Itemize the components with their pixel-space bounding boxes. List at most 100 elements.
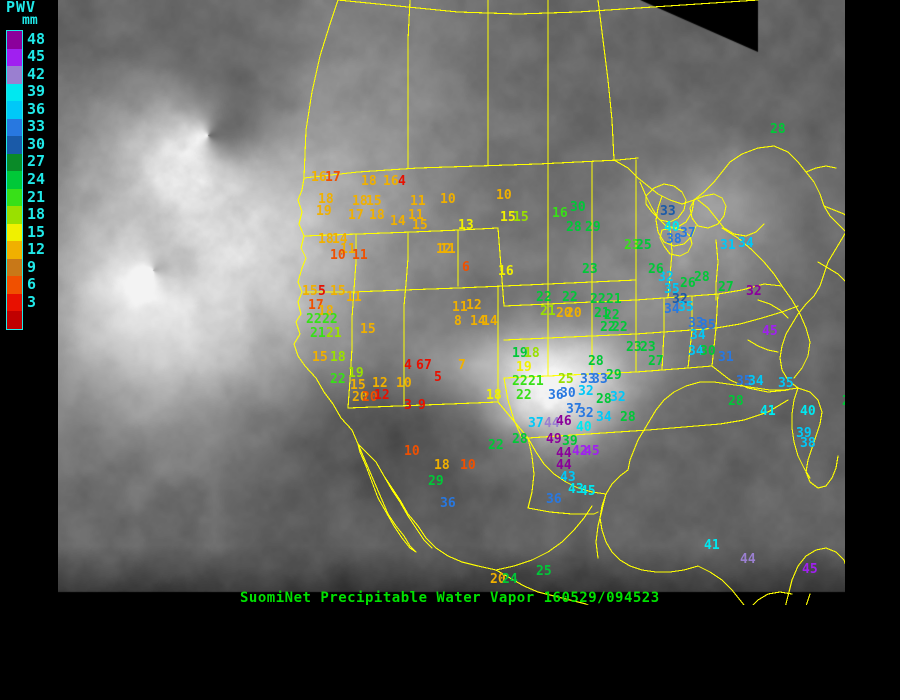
boundary-line [781, 285, 811, 379]
colorbar-tick-label: 39 [27, 82, 46, 101]
boundary-line [667, 227, 673, 299]
station-pwv-value: 29 [428, 474, 444, 489]
station-pwv-value: 11 [352, 248, 368, 263]
boundary-line [655, 195, 697, 247]
station-pwv-value: 21 [606, 292, 622, 307]
station-pwv-value: 28 [596, 392, 612, 407]
colorbar-segment [7, 223, 22, 242]
station-pwv-value: 32 [658, 270, 674, 285]
boundary-line [785, 547, 845, 605]
station-pwv-value: 39 [796, 426, 812, 441]
colorbar-segment [7, 83, 22, 102]
station-pwv-value: 35 [778, 376, 794, 391]
station-pwv-value: 8 [454, 314, 462, 329]
station-pwv-value: 40 [664, 220, 680, 235]
station-pwv-value: 36 [548, 388, 564, 403]
boundary-line [635, 365, 713, 373]
boundary-line [503, 371, 637, 379]
station-pwv-value: 37 [680, 226, 696, 241]
station-pwv-value: 22 [562, 290, 578, 305]
station-pwv-value: 45 [802, 562, 818, 577]
station-pwv-value: 28 [842, 395, 845, 408]
station-pwv-value: 18 [524, 346, 540, 361]
colorbar-gradient [6, 30, 23, 330]
boundary-line [711, 365, 789, 393]
station-pwv-value: 18 [352, 194, 368, 209]
station-pwv-value: 18 [318, 232, 334, 247]
boundary-line [747, 339, 779, 353]
station-pwv-value: 34 [738, 236, 754, 251]
station-pwv-value: 40 [800, 404, 816, 419]
boundary-line [303, 0, 339, 179]
station-pwv-value: 44 [556, 446, 572, 461]
colorbar-segment [7, 241, 22, 259]
boundary-line [497, 227, 505, 307]
station-pwv-value: 22 [306, 312, 322, 327]
station-pwv-value: 11 [410, 194, 426, 209]
boundary-line [503, 377, 529, 439]
station-pwv-value: 33 [580, 372, 596, 387]
station-pwv-value: 10 [404, 444, 420, 459]
station-pwv-value: 5 [434, 370, 442, 385]
station-pwv-value: 28 [620, 410, 636, 425]
colorbar-tick-label: 48 [27, 29, 46, 48]
boundary-line [805, 165, 837, 173]
station-pwv-value: 45 [580, 484, 596, 499]
station-pwv-value: 16 [383, 174, 399, 189]
station-pwv-value: 15 [312, 350, 328, 365]
station-pwv-value: 30 [560, 386, 576, 401]
colorbar-tick-label: 45 [27, 47, 46, 66]
station-pwv-value: 28 [566, 220, 582, 235]
station-pwv-value: 15 [302, 284, 318, 299]
boundary-line [757, 299, 789, 319]
boundary-line [357, 443, 417, 553]
colorbar-tick-label: 27 [27, 152, 46, 171]
boundary-line [773, 145, 845, 489]
station-pwv-value: 22 [612, 320, 628, 335]
station-pwv-value: 45 [762, 324, 778, 339]
colorbar-segment [7, 188, 22, 207]
boundary-line [527, 437, 607, 495]
station-pwv-value: 32 [672, 292, 688, 307]
boundary-line [627, 381, 799, 471]
boundary-line [527, 507, 599, 515]
station-pwv-value: 10 [460, 458, 476, 473]
colorbar-tick-label: 30 [27, 134, 46, 153]
station-pwv-value: 23 [624, 238, 640, 253]
caption-timestamp: 160529/094523 [543, 590, 660, 606]
boundary-line [791, 387, 811, 479]
station-pwv-value: 14 [470, 314, 486, 329]
station-pwv-value: 46 [556, 414, 572, 429]
colorbar-tick-label: 12 [27, 240, 46, 259]
colorbar-tick-label: 3 [27, 292, 37, 311]
station-pwv-value: 28 [770, 122, 786, 137]
station-pwv-value: 11 [452, 300, 468, 315]
boundary-line [497, 401, 529, 439]
station-pwv-value: 35 [664, 282, 680, 297]
station-pwv-value: 18 [434, 458, 450, 473]
boundary-line [659, 227, 693, 257]
boundary-line [635, 293, 719, 301]
station-pwv-value: 32 [746, 284, 762, 299]
boundary-line [715, 239, 719, 301]
boundary-line [293, 177, 497, 571]
station-pwv-value: 43 [560, 470, 576, 485]
station-pwv-value: 29 [585, 220, 601, 235]
colorbar-tick-label: 6 [27, 275, 37, 294]
boundary-line [495, 569, 587, 605]
station-pwv-value: 29 [606, 368, 622, 383]
station-pwv-value: 18 [318, 192, 334, 207]
station-pwv-value: 21 [326, 326, 342, 341]
station-pwv-value: 25 [558, 372, 574, 387]
station-pwv-value: 20 [556, 306, 572, 321]
station-pwv-value: 22 [590, 292, 606, 307]
boundary-line [503, 333, 637, 341]
boundary-line [351, 233, 357, 319]
station-pwv-value: 34 [690, 328, 706, 343]
station-pwv-value: 16 [498, 264, 514, 279]
station-pwv-value: 23 [582, 262, 598, 277]
station-pwv-value: 15 [360, 322, 376, 337]
boundary-line [599, 469, 699, 573]
colorbar-tick-label: 42 [27, 64, 46, 83]
